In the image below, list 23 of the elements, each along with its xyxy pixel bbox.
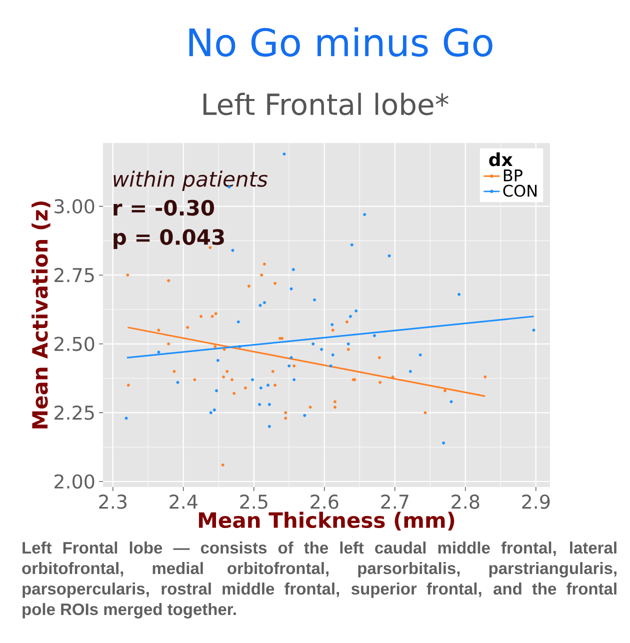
x-tick-label: 2.9 [522,494,550,509]
chart-subtitle: Left Frontal lobe* [203,92,448,116]
legend-label: BP [504,170,522,182]
x-axis-title: Mean Thickness (mm) [198,512,454,531]
annotation: r = -0.30 [114,200,214,216]
x-tick-label: 2.7 [381,494,408,509]
annotation: within patients [114,170,268,191]
chart-title: No Go minus Go [189,27,492,57]
y-tick-label: 2.75 [54,268,94,282]
x-tick-label: 2.4 [170,494,198,509]
text: Left Frontal lobe — consists of the left caudal middle frontal, lateral orbitofrontal, medial orbitofrontal, parsorbitalis, parstriangularis, parsopercularis, rostral middle frontal, superior frontal, and the frontal pole ROIs merged together. [22,542,616,618]
x-tick-label: 2.6 [310,494,338,509]
legend-title: dx [489,152,513,166]
y-tick-label: 2.25 [54,406,94,420]
y-tick-label: 3.00 [54,199,94,214]
y-tick-label: 2.50 [54,336,94,352]
annotation: p = 0.043 [114,229,224,250]
y-tick-label: 2.00 [54,474,94,489]
y-axis-title: Mean Activation (z) [32,201,50,428]
x-tick-label: 2.3 [99,494,126,509]
x-tick-label: 2.8 [452,494,480,509]
legend-label: CON [503,184,537,197]
x-tick-label: 2.5 [240,494,268,509]
